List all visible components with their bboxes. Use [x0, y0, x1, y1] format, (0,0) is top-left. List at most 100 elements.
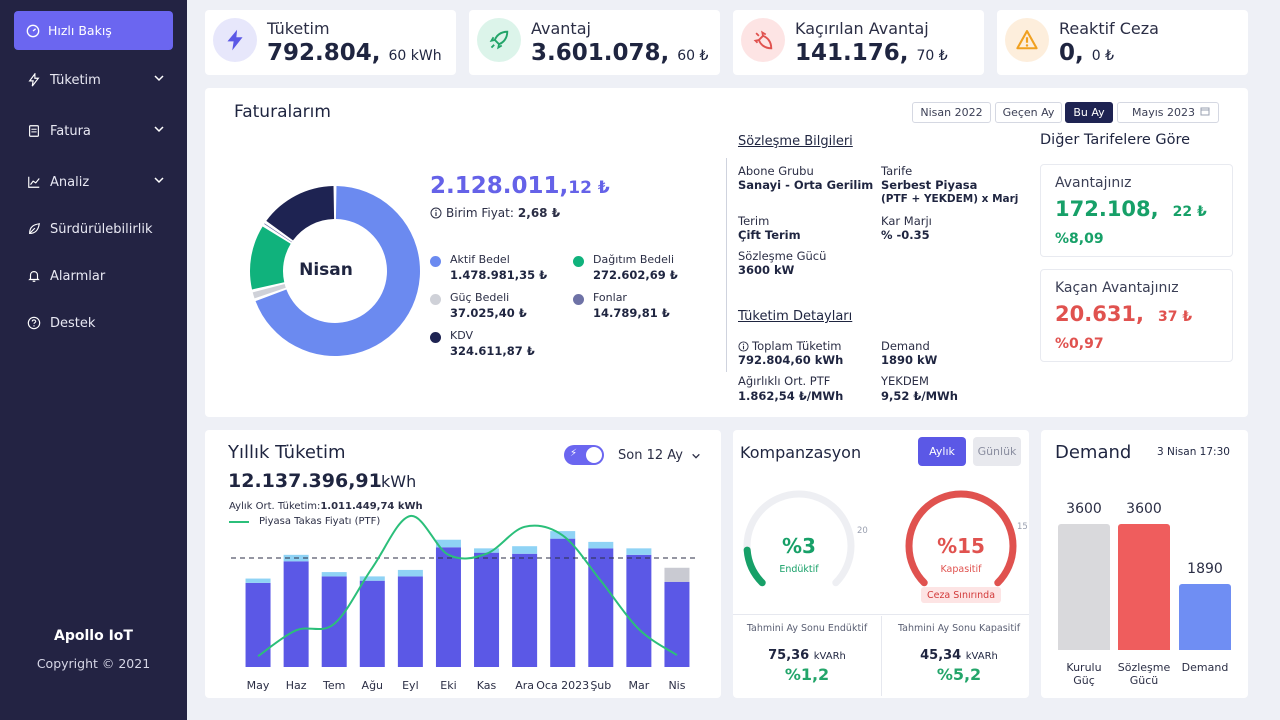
sidebar-item-fatura[interactable]: Fatura — [26, 123, 171, 139]
sidebar-item-label: Alarmlar — [50, 268, 106, 284]
sidebar-item-label: Tüketim — [50, 72, 101, 88]
filter-bu-ay[interactable]: Bu Ay — [1065, 102, 1113, 123]
abone-label: Abone Grubu — [738, 164, 814, 178]
unit-price: Birim Fiyat: 2,68 ₺ — [430, 206, 560, 220]
sidebar-item-alarmlar[interactable]: Alarmlar — [26, 268, 171, 284]
bolt-icon — [26, 72, 42, 88]
toplam-tuketim-value: 792.804,60 kWh — [738, 353, 844, 367]
est-inductive-value: 75,36 kVARh — [768, 648, 846, 663]
filter-nisan-2022[interactable]: Nisan 2022 — [912, 102, 991, 123]
kpi-label: Avantaj — [531, 19, 591, 38]
demand-value: 1890 kW — [881, 353, 938, 367]
chevron-down-icon — [691, 451, 701, 461]
legend-dot — [573, 256, 584, 267]
panel-title: Demand — [1055, 442, 1132, 463]
advantage-label: Avantajınız — [1055, 175, 1132, 191]
est-inductive-pct: %1,2 — [784, 665, 830, 684]
x-tick-label: May — [247, 679, 270, 692]
yearly-total: 12.137.396,91 — [228, 470, 382, 492]
bar-extra-5 — [435, 539, 461, 548]
advantage-pct: %8,09 — [1055, 231, 1104, 247]
demand-bar-label: Demand — [1181, 661, 1229, 674]
chevron-down-icon — [153, 72, 165, 88]
sidebar-item-tuketim[interactable]: Tüketim — [26, 72, 171, 88]
x-tick-label: Mar — [628, 679, 649, 692]
terim-label: Terim — [738, 214, 770, 228]
filter-gecen-ay[interactable]: Geçen Ay — [995, 102, 1062, 123]
tarife-label: Tarife — [881, 164, 913, 178]
demand-bar-value: 1890 — [1187, 560, 1223, 577]
sidebar-item-destek[interactable]: Destek — [26, 315, 171, 331]
sidebar-item-analiz[interactable]: Analiz — [26, 174, 171, 190]
kpi-value: 792.804, 60 kWh — [267, 40, 442, 66]
sozlesme-gucu-value: 3600 kW — [738, 263, 795, 277]
bar-extra-4 — [397, 569, 423, 577]
monthly-average: Aylık Ort. Tüketim:1.011.449,74 kWh — [229, 501, 423, 512]
bar-consumption-6 — [474, 552, 500, 667]
tab-monthly[interactable]: Aylık — [918, 437, 966, 466]
donut-slice-2 — [252, 284, 286, 299]
bar-extra-7 — [512, 546, 538, 554]
bar-extra-10 — [626, 548, 652, 555]
help-icon — [26, 315, 42, 331]
legend-name: KDV — [450, 329, 474, 342]
consumption-section-title: Tüketim Detayları — [738, 309, 853, 324]
period-value: Son 12 Ay — [618, 448, 683, 463]
bar-consumption-3 — [359, 580, 385, 667]
kar-marji-value: % -0.35 — [881, 228, 930, 242]
kpi-card-avantaj: Avantaj 3.601.078, 60 ₺ — [469, 10, 720, 75]
sidebar-item-hizli-bakis[interactable]: Hızlı Bakış — [14, 11, 173, 50]
chevron-down-icon — [153, 174, 165, 190]
demand-bar-label: Sözleşme Gücü — [1117, 661, 1171, 687]
sidebar-item-surdurulebilirlik[interactable]: Sürdürülebilirlik — [26, 221, 171, 237]
yekdem-value: 9,52 ₺/MWh — [881, 389, 958, 403]
demand-bar-1 — [1118, 524, 1170, 650]
invoice-donut-chart — [250, 186, 420, 356]
kpi-value: 141.176, 70 ₺ — [795, 40, 948, 66]
abone-value: Sanayi - Orta Gerilim — [738, 178, 874, 192]
chart-icon — [26, 174, 42, 190]
gauge-icon — [26, 24, 40, 37]
unit-price-label: Birim Fiyat: — [446, 206, 514, 220]
kpi-label: Reaktif Ceza — [1059, 19, 1159, 38]
sozlesme-gucu-label: Sözleşme Gücü — [738, 249, 827, 263]
info-icon — [738, 340, 749, 352]
calendar-icon — [1200, 106, 1210, 119]
ptf-label: Ağırlıklı Ort. PTF — [738, 374, 831, 388]
donut-center-label: Nisan — [299, 260, 353, 280]
demand-bar-2 — [1179, 583, 1231, 650]
tariffs-title: Diğer Tarifelere Göre — [1040, 132, 1191, 148]
rocket-icon — [477, 18, 521, 62]
donut-slice-1 — [250, 226, 291, 290]
penalty-limit-badge: Ceza Sınırında — [921, 587, 1001, 603]
legend-amount: 324.611,87 ₺ — [450, 344, 535, 358]
bolt-icon: ⚡ — [570, 448, 578, 459]
x-tick-label: Kas — [477, 679, 497, 692]
unit-price-value: 2,68 ₺ — [517, 206, 561, 220]
x-tick-label: Tem — [322, 679, 345, 692]
tab-daily[interactable]: Günlük — [973, 437, 1021, 466]
chart-toggle[interactable]: ⚡ — [564, 445, 604, 465]
period-select[interactable]: Son 12 Ay — [618, 448, 701, 463]
month-picker[interactable]: Mayıs 2023 — [1117, 102, 1219, 123]
kpi-card-kacirilan-avantaj: Kaçırılan Avantaj 141.176, 70 ₺ — [733, 10, 984, 75]
capacitive-value: %15 — [937, 534, 985, 558]
bar-extra-0 — [245, 578, 271, 583]
panel-title: Kompanzasyon — [740, 443, 862, 462]
demand-date: 3 Nisan 17:30 — [1157, 446, 1230, 458]
legend-amount: 1.478.981,35 ₺ — [450, 268, 548, 282]
advantage-box: Avantajınız 172.108, 22 ₺ %8,09 — [1040, 164, 1233, 257]
capacitive-gauge-arc — [905, 490, 1017, 587]
missed-advantage-pct: %0,97 — [1055, 336, 1104, 352]
legend-amount: 37.025,40 ₺ — [450, 306, 527, 320]
ptf-line — [257, 515, 678, 658]
bar-extra-9 — [588, 541, 614, 549]
legend-dot — [430, 294, 441, 305]
x-tick-label: Haz — [286, 679, 307, 692]
bell-icon — [26, 268, 42, 284]
copyright: Copyright © 2021 — [36, 656, 151, 671]
bar-consumption-5 — [435, 547, 461, 667]
demand-panel: Demand 3 Nisan 17:30 3600 Kurulu Güç 3600 Sö… — [1041, 430, 1248, 698]
tarife-value: Serbest Piyasa — [881, 178, 978, 192]
kpi-label: Kaçırılan Avantaj — [795, 19, 929, 38]
